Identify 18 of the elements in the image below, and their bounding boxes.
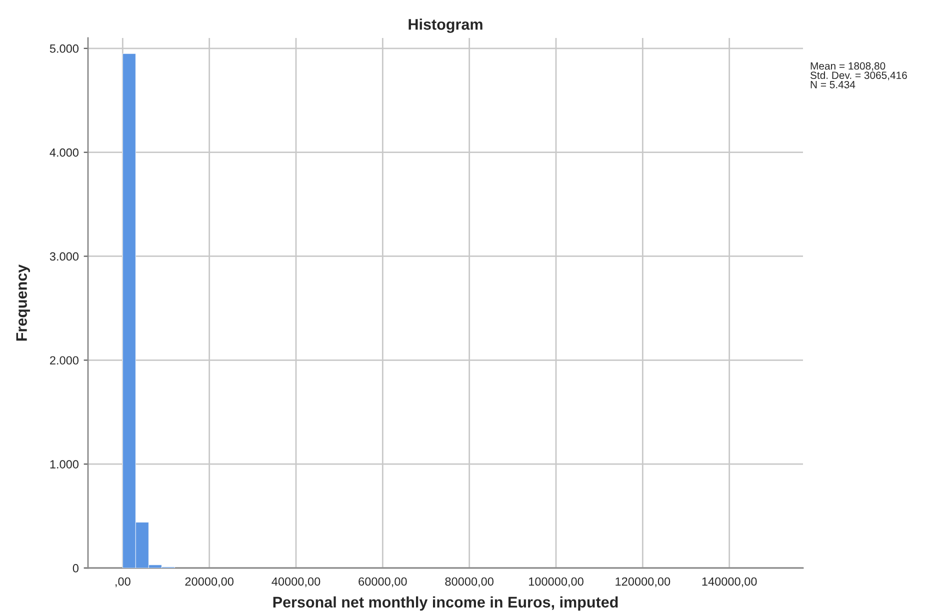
- x-tick-label: 120000,00: [616, 577, 670, 588]
- x-tick-label: ,00: [116, 577, 130, 588]
- x-tick-label: 140000,00: [702, 577, 757, 588]
- x-tick-label: 80000,00: [445, 577, 494, 588]
- y-tick-label: 2.000: [50, 356, 79, 365]
- text: Mean = 1808,80 Std. Dev. = 3065,416 N = 5.434: [810, 62, 907, 88]
- x-tick-label: 40000,00: [272, 577, 320, 588]
- x-tick-label: 20000,00: [185, 577, 234, 588]
- x-tick-label: 100000,00: [529, 577, 584, 588]
- y-tick-label: 5.000: [50, 44, 79, 53]
- x-axis-title: Personal net monthly income in Euros, imputed: [273, 596, 618, 611]
- y-tick-label: 4.000: [50, 148, 79, 157]
- chart-title: Histogram: [408, 18, 482, 33]
- y-tick-label: 3.000: [50, 252, 79, 261]
- y-axis-title: Frequency: [16, 264, 30, 341]
- y-tick-label: 0: [72, 564, 79, 572]
- y-tick-label: 1.000: [50, 460, 79, 468]
- x-tick-label: 60000,00: [358, 577, 407, 588]
